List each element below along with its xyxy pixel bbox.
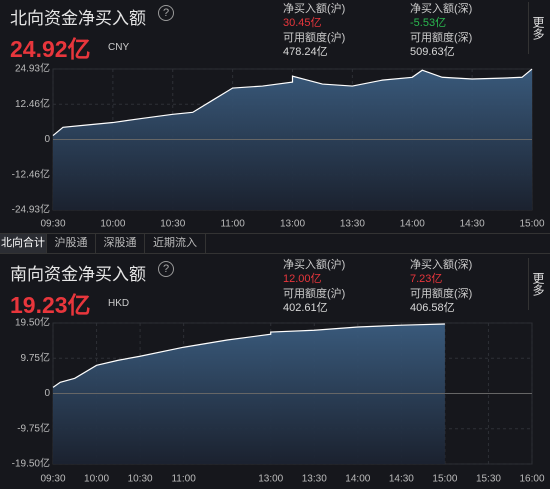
tab-bar: 北向合计 沪股通 深股通 近期流入 bbox=[0, 233, 550, 254]
south-header: 南向资金净买入额 ? 19.23亿 HKD 更多 净买入额(沪) 12.00亿 净买… bbox=[0, 256, 550, 318]
stat-value: 30.45亿 bbox=[283, 17, 322, 29]
stat-value: 478.24亿 bbox=[283, 46, 328, 58]
stat-label: 可用额度(深) bbox=[410, 288, 473, 300]
tab[interactable]: 深股通 bbox=[96, 234, 145, 253]
y-tick-label: -12.46亿 bbox=[12, 167, 50, 180]
title: 南向资金净买入额 bbox=[10, 265, 146, 284]
y-tick-label: 24.93亿 bbox=[15, 62, 50, 75]
title: 北向资金净买入额 bbox=[10, 9, 146, 28]
x-tick-label: 16:00 bbox=[519, 474, 544, 485]
x-tick-label: 14:00 bbox=[345, 474, 370, 485]
y-tick-label: -9.75亿 bbox=[17, 421, 50, 434]
stat-value: 509.63亿 bbox=[410, 46, 455, 58]
y-tick-label: -24.93亿 bbox=[12, 203, 50, 216]
y-tick-label: -19.50亿 bbox=[12, 457, 50, 470]
x-tick-label: 14:00 bbox=[400, 219, 425, 230]
stat-label: 净买入额(深) bbox=[410, 3, 473, 15]
y-tick-label: 9.75亿 bbox=[21, 351, 50, 364]
stat-value: 7.23亿 bbox=[410, 273, 443, 285]
x-tick-label: 13:00 bbox=[258, 474, 283, 485]
stat-label: 可用额度(沪) bbox=[283, 32, 346, 44]
x-tick-label: 15:00 bbox=[519, 219, 544, 230]
x-tick-label: 15:30 bbox=[476, 474, 501, 485]
stat-value: 12.00亿 bbox=[283, 273, 322, 285]
stat-label: 可用额度(深) bbox=[410, 32, 473, 44]
stat-label: 净买入额(沪) bbox=[283, 3, 346, 15]
tab[interactable]: 沪股通 bbox=[47, 234, 96, 253]
y-tick-label: 19.50亿 bbox=[15, 316, 50, 329]
x-tick-label: 10:30 bbox=[128, 474, 153, 485]
x-tick-label: 13:30 bbox=[340, 219, 365, 230]
north-header: 北向资金净买入额 ? 24.92亿 CNY 更多 净买入额(沪) 30.45亿 净买… bbox=[0, 0, 550, 62]
y-tick-label: 0 bbox=[44, 134, 50, 145]
x-tick-label: 11:00 bbox=[171, 474, 196, 485]
stat-label: 净买入额(深) bbox=[410, 259, 473, 271]
stat-value: 406.58亿 bbox=[410, 302, 455, 314]
x-tick-label: 10:00 bbox=[100, 219, 125, 230]
net-value: 24.92亿 bbox=[10, 36, 91, 62]
x-tick-label: 13:30 bbox=[302, 474, 327, 485]
tab[interactable]: 近期流入 bbox=[145, 234, 206, 253]
stat-label: 净买入额(沪) bbox=[283, 259, 346, 271]
help-icon[interactable]: ? bbox=[158, 5, 174, 21]
tab[interactable]: 北向合计 bbox=[0, 234, 47, 253]
currency: HKD bbox=[108, 298, 130, 309]
x-tick-label: 14:30 bbox=[460, 219, 485, 230]
x-tick-label: 09:30 bbox=[40, 474, 65, 485]
x-tick-label: 10:00 bbox=[84, 474, 109, 485]
line bbox=[52, 323, 445, 388]
help-icon[interactable]: ? bbox=[158, 261, 174, 277]
x-tick-label: 09:30 bbox=[40, 219, 65, 230]
net-value: 19.23亿 bbox=[10, 292, 91, 318]
x-tick-label: 15:00 bbox=[432, 474, 457, 485]
line bbox=[52, 68, 533, 137]
more-button[interactable]: 更多 bbox=[528, 2, 547, 54]
stat-label: 可用额度(沪) bbox=[283, 288, 346, 300]
stat-value: 402.61亿 bbox=[283, 302, 328, 314]
x-tick-label: 11:00 bbox=[220, 219, 245, 230]
x-tick-label: 10:30 bbox=[160, 219, 185, 230]
currency: CNY bbox=[108, 42, 130, 53]
more-button[interactable]: 更多 bbox=[528, 258, 547, 310]
x-tick-label: 13:00 bbox=[280, 219, 305, 230]
y-tick-label: 0 bbox=[44, 388, 50, 399]
x-tick-label: 14:30 bbox=[389, 474, 414, 485]
y-tick-label: 12.46亿 bbox=[15, 97, 50, 110]
stat-value: -5.53亿 bbox=[410, 17, 447, 29]
